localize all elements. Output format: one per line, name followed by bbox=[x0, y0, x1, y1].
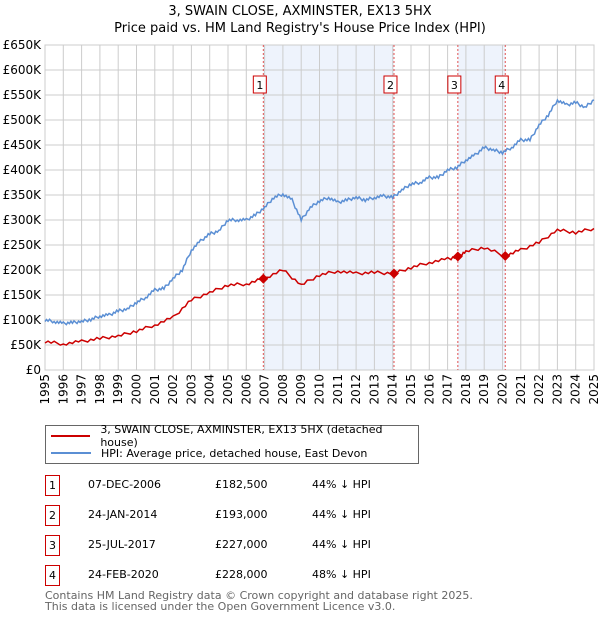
y-tick-label: £300K bbox=[3, 213, 43, 227]
x-tick-label: 2023 bbox=[550, 374, 564, 405]
x-tick-label: 2021 bbox=[514, 374, 528, 405]
sale-point bbox=[500, 251, 511, 261]
x-tick-label: 2007 bbox=[258, 374, 272, 405]
x-tick-label: 2002 bbox=[166, 374, 180, 405]
chart-subtitle: Price paid vs. HM Land Registry's House … bbox=[114, 21, 486, 36]
legend-property-label: 3, SWAIN CLOSE, AXMINSTER, EX13 5HX (det… bbox=[100, 423, 383, 449]
sale-number: 4 bbox=[45, 565, 60, 586]
x-tick-label: 1997 bbox=[75, 374, 89, 405]
x-tick-label: 2018 bbox=[459, 374, 473, 405]
x-tick-label: 1995 bbox=[38, 374, 52, 405]
footer-line2: This data is licensed under the Open Gov… bbox=[45, 600, 396, 613]
y-tick-label: £650K bbox=[3, 38, 43, 52]
x-tick-label: 2020 bbox=[496, 374, 510, 405]
sale-label-box bbox=[494, 75, 509, 94]
sale-label-box bbox=[447, 75, 462, 94]
sale-point bbox=[258, 273, 269, 284]
legend-swatch-red bbox=[51, 435, 91, 437]
x-tick-label: 2014 bbox=[386, 374, 400, 405]
x-tick-label: 1998 bbox=[93, 374, 107, 405]
x-tick-label: 2004 bbox=[203, 374, 217, 405]
x-tick-label: 2013 bbox=[367, 374, 381, 405]
x-tick-label: 2000 bbox=[130, 374, 144, 405]
sale-date: 25-JUL-2017 bbox=[88, 538, 156, 551]
x-tick-label: 2003 bbox=[184, 374, 198, 405]
legend-hpi: HPI: Average price, detached house, East… bbox=[51, 445, 367, 461]
x-tick-label: 2015 bbox=[404, 374, 418, 405]
x-tick-label: 2025 bbox=[587, 374, 600, 405]
y-tick-label: £550K bbox=[3, 88, 43, 102]
sale-label: 1 bbox=[256, 79, 263, 92]
x-tick-label: 2006 bbox=[239, 374, 253, 405]
sale-date: 07-DEC-2006 bbox=[88, 478, 162, 491]
sale-delta: 44% ↓ HPI bbox=[312, 478, 371, 491]
sale-row: 4 24-FEB-2020 £228,000 48% ↓ HPI bbox=[45, 565, 465, 586]
shaded-period-1-2 bbox=[263, 45, 394, 370]
y-tick-label: £400K bbox=[3, 163, 43, 177]
legend-hpi-label: HPI: Average price, detached house, East… bbox=[101, 446, 368, 460]
sale-row: 3 25-JUL-2017 £227,000 44% ↓ HPI bbox=[45, 535, 465, 556]
x-tick-label: 2019 bbox=[477, 374, 491, 405]
x-tick-label: 2017 bbox=[441, 374, 455, 405]
footer: Contains HM Land Registry data © Crown c… bbox=[45, 590, 473, 612]
x-tick-label: 2024 bbox=[569, 374, 583, 405]
sale-number: 1 bbox=[45, 475, 60, 496]
sale-delta: 44% ↓ HPI bbox=[312, 538, 371, 551]
sale-price: £193,000 bbox=[215, 508, 268, 521]
sale-label: 3 bbox=[451, 79, 458, 92]
sale-label-box bbox=[252, 75, 267, 94]
sale-price: £227,000 bbox=[215, 538, 268, 551]
chart-title: 3, SWAIN CLOSE, AXMINSTER, EX13 5HX bbox=[168, 4, 432, 19]
y-tick-label: £50K bbox=[10, 338, 42, 352]
x-tick-label: 2012 bbox=[349, 374, 363, 405]
plot-border bbox=[44, 44, 595, 371]
sale-row: 1 07-DEC-2006 £182,500 44% ↓ HPI bbox=[45, 475, 465, 496]
sale-price: £228,000 bbox=[215, 568, 268, 581]
y-tick-label: £100K bbox=[3, 313, 43, 327]
y-tick-label: £600K bbox=[3, 63, 43, 77]
x-tick-label: 2011 bbox=[331, 374, 345, 405]
x-tick-label: 2008 bbox=[276, 374, 290, 405]
sale-number: 2 bbox=[45, 505, 60, 526]
sale-delta: 48% ↓ HPI bbox=[312, 568, 371, 581]
shaded-period-3-4 bbox=[457, 45, 506, 370]
y-tick-label: £0 bbox=[26, 363, 41, 377]
hpi-line bbox=[44, 98, 595, 326]
sale-label: 2 bbox=[387, 79, 394, 92]
y-tick-label: £500K bbox=[3, 113, 43, 127]
sale-number: 3 bbox=[45, 535, 60, 556]
x-tick-label: 1996 bbox=[56, 374, 70, 405]
footer-line1: Contains HM Land Registry data © Crown c… bbox=[45, 589, 473, 602]
plot: £0 £50K £100K £150K £200K £250K £300K £350K £400… bbox=[3, 38, 600, 405]
sale-price: £182,500 bbox=[215, 478, 268, 491]
x-tick-label: 1999 bbox=[111, 374, 125, 405]
x-tick-label: 2016 bbox=[422, 374, 436, 405]
x-tick-label: 2010 bbox=[313, 374, 327, 405]
y-tick-label: £150K bbox=[3, 288, 43, 302]
sale-date: 24-FEB-2020 bbox=[88, 568, 159, 581]
y-tick-label: £200K bbox=[3, 263, 43, 277]
sale-date: 24-JAN-2014 bbox=[88, 508, 158, 521]
legend: 3, SWAIN CLOSE, AXMINSTER, EX13 5HX (det… bbox=[45, 423, 419, 464]
sale-row: 2 24-JAN-2014 £193,000 44% ↓ HPI bbox=[45, 505, 465, 526]
x-tick-label: 2009 bbox=[294, 374, 308, 405]
x-tick-label: 2022 bbox=[532, 374, 546, 405]
legend-swatch-blue bbox=[51, 452, 91, 454]
x-tick-label: 2005 bbox=[221, 374, 235, 405]
sale-label: 4 bbox=[498, 79, 505, 92]
x-tick-label: 2001 bbox=[148, 374, 162, 405]
y-tick-label: £450K bbox=[3, 138, 43, 152]
y-tick-label: £250K bbox=[3, 238, 43, 252]
sale-point bbox=[452, 251, 463, 262]
legend-property: 3, SWAIN CLOSE, AXMINSTER, EX13 5HX (det… bbox=[51, 423, 418, 449]
y-tick-label: £350K bbox=[3, 188, 43, 202]
sale-delta: 44% ↓ HPI bbox=[312, 508, 371, 521]
sale-label-box bbox=[383, 75, 398, 94]
sale-point bbox=[388, 268, 399, 279]
